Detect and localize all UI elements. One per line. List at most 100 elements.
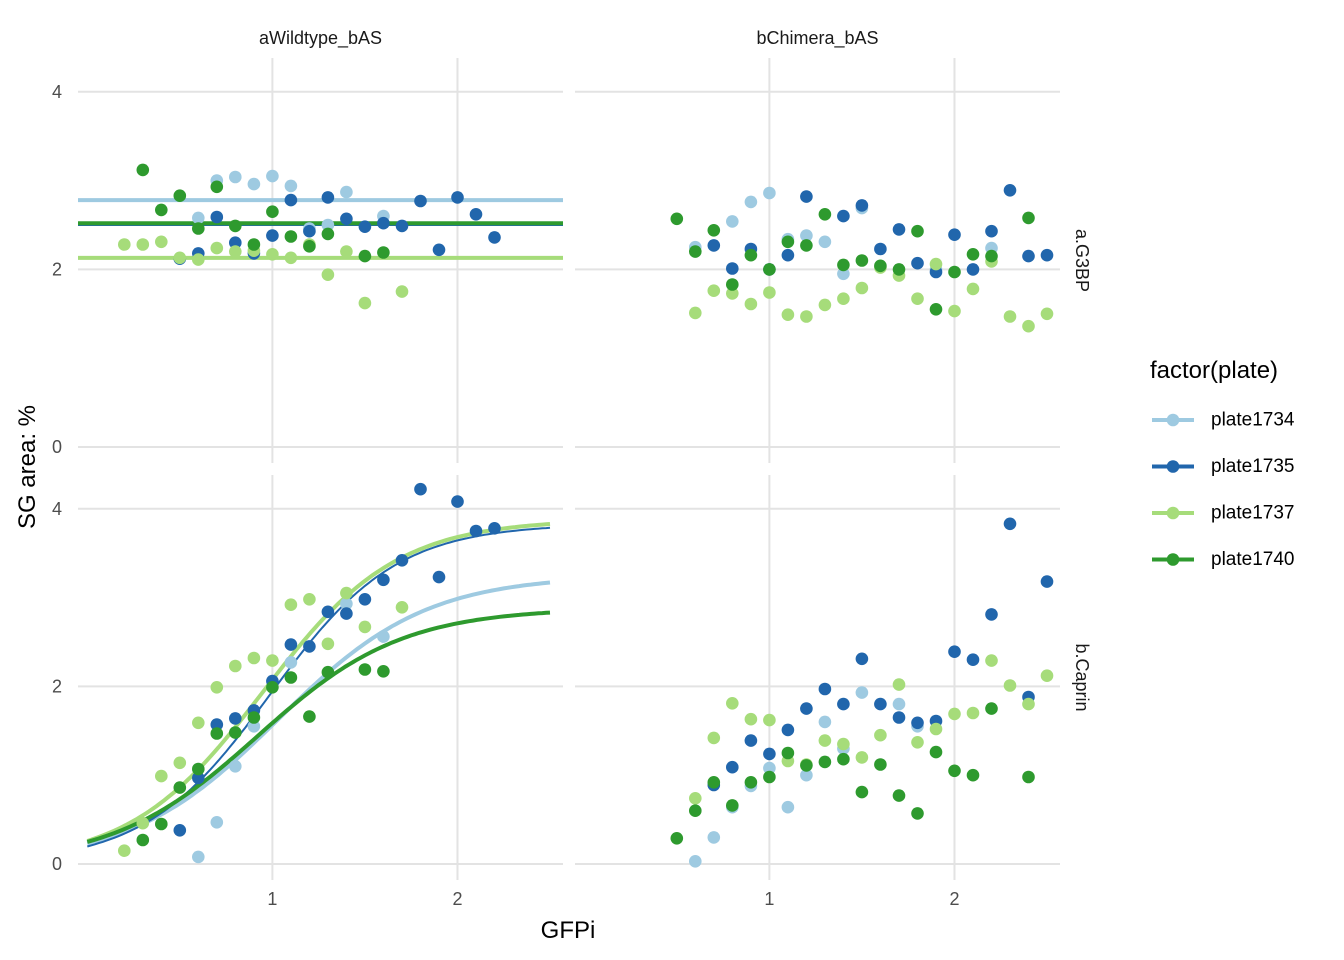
point-plate1737 [966,706,980,720]
point-plate1740 [744,248,758,262]
point-plate1735 [874,697,887,711]
point-plate1740 [948,265,961,279]
legend-item-plate1734: plate1734 [1152,410,1295,431]
point-plate1737 [818,298,832,312]
point-plate1737 [136,238,150,251]
point-plate1734 [707,831,721,844]
point-plate1740 [377,665,390,678]
legend-label-plate1737: plate1737 [1211,503,1294,524]
panels-layer [78,58,1060,880]
point-plate1737 [118,844,131,857]
point-plate1734 [284,179,298,193]
point-plate1734 [229,760,242,773]
point-plate1737 [266,654,279,667]
point-plate1737 [340,245,353,258]
point-plate1737 [395,285,409,298]
point-plate1734 [837,267,850,281]
point-plate1735 [1040,575,1054,588]
point-plate1740 [266,681,279,694]
legend-title: factor(plate) [1150,357,1278,384]
point-plate1740 [689,804,702,817]
point-plate1737 [192,716,205,730]
x-axis-title: GFPi [541,917,596,944]
fit-lines [86,522,551,848]
points [118,482,501,864]
legend-key-point-plate1734 [1166,413,1180,427]
x-tick-label-col2-2: 2 [949,889,959,909]
point-plate1737 [744,297,758,311]
point-plate1735 [948,228,961,241]
point-plate1740 [726,278,739,291]
point-plate1737 [874,728,887,742]
point-plate1737 [929,722,943,736]
point-plate1740 [837,258,850,272]
point-plate1737 [321,637,335,651]
y-tick-label-row1-2: 2 [52,259,62,279]
point-plate1740 [358,249,372,263]
point-plate1734 [763,761,776,775]
x-tick-label-col1-1: 1 [267,889,277,909]
point-plate1735 [800,190,813,203]
point-plate1735 [1003,184,1017,197]
point-plate1737 [1040,669,1054,682]
point-plate1737 [395,601,409,614]
strip-labels-layer: aWildtype_bAS bChimera_bAS a.G3BP b.Caprin [259,28,1092,712]
point-plate1734 [855,686,869,699]
point-plate1740 [210,727,224,740]
legend-item-plate1735: plate1735 [1152,456,1294,477]
point-plate1737 [800,310,813,323]
point-plate1740 [689,245,702,258]
point-plate1735 [744,734,758,747]
point-plate1735 [303,640,316,653]
point-plate1737 [247,651,261,665]
point-plate1735 [763,747,776,761]
point-plate1734 [284,656,298,669]
point-plate1737 [1040,307,1054,321]
point-plate1735 [414,482,427,496]
point-plate1740 [763,770,776,784]
point-plate1737 [689,306,702,320]
legend-label-plate1734: plate1734 [1211,410,1295,431]
point-plate1734 [744,195,758,209]
point-plate1735 [432,570,446,584]
point-plate1735 [488,522,501,535]
points [670,517,1054,868]
point-plate1737 [192,253,205,266]
point-plate1735 [451,495,464,508]
point-plate1735 [469,524,483,538]
legend-key-point-plate1737 [1166,506,1180,520]
point-plate1735 [321,605,335,619]
point-plate1735 [1003,517,1017,531]
point-plate1740 [892,263,906,276]
row-strip-a-g3bp: a.G3BP [1072,229,1092,292]
point-plate1737 [1022,319,1035,333]
legend-label-plate1735: plate1735 [1211,456,1294,477]
panel-awildtype-bas-b-caprin [78,475,563,880]
y-tick-label-row2-2: 2 [52,676,62,696]
point-plate1737 [284,251,298,265]
point-plate1735 [340,607,353,620]
point-plate1737 [837,737,850,751]
point-plate1737 [321,268,335,282]
point-plate1735 [229,236,242,249]
point-plate1737 [358,620,372,634]
point-plate1740 [800,759,813,772]
point-plate1737 [781,308,795,322]
panel-bchimera-bas-a-g3bp [575,58,1060,463]
point-plate1735 [210,210,224,224]
point-plate1737 [284,598,298,611]
point-plate1740 [800,239,813,252]
point-plate1737 [763,286,776,299]
point-plate1735 [855,652,869,666]
point-plate1740 [1022,211,1035,225]
point-plate1734 [892,697,906,711]
point-plate1735 [451,191,464,204]
point-plate1734 [321,218,335,232]
point-plate1737 [726,697,739,710]
point-plate1735 [192,771,205,785]
point-plate1740 [303,710,316,723]
point-plate1735 [707,239,721,252]
point-plate1737 [911,292,924,306]
point-plate1740 [229,219,242,233]
point-plate1740 [948,764,961,778]
